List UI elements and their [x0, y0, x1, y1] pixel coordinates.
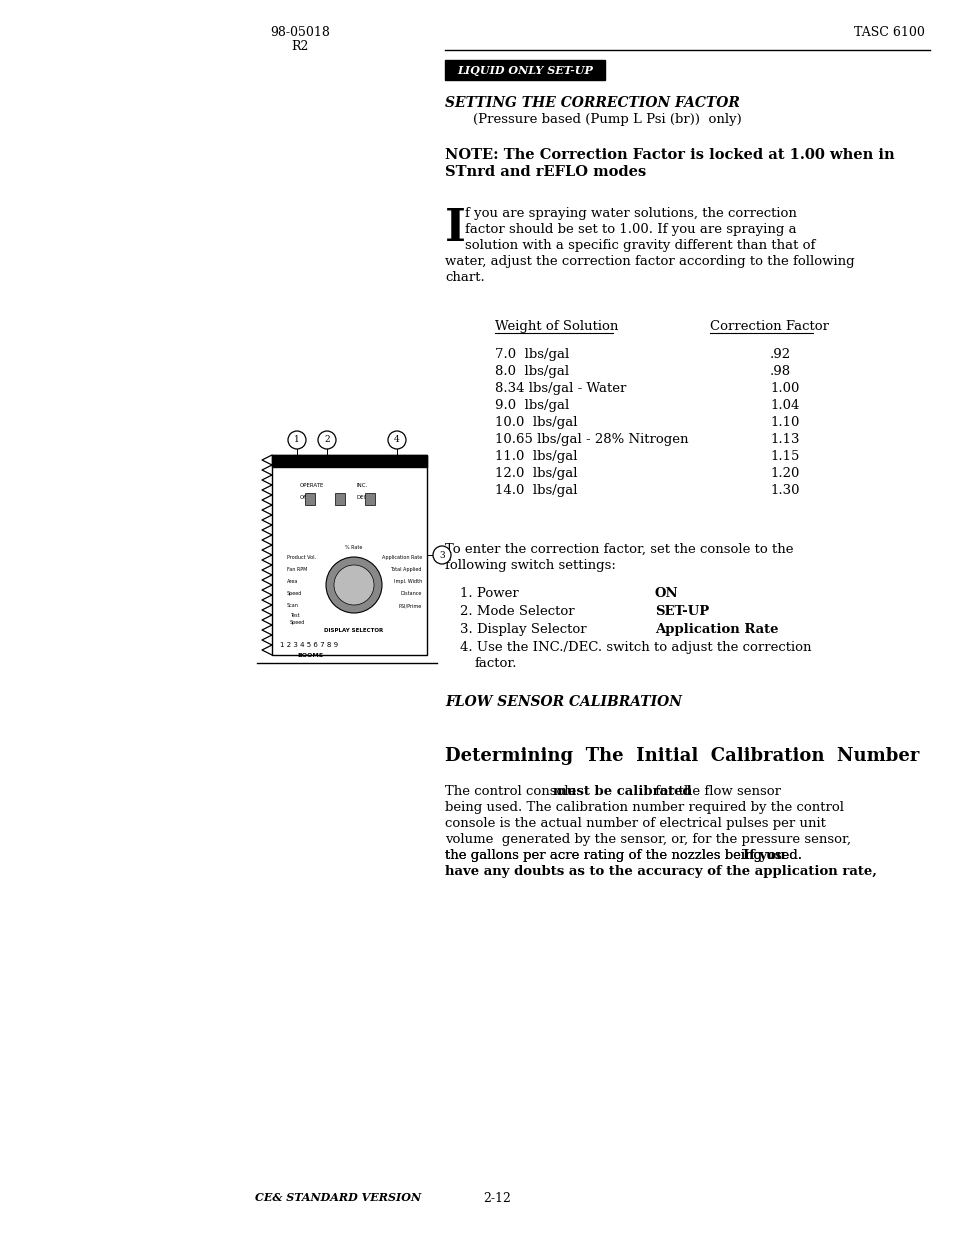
Text: 1: 1 — [294, 436, 299, 445]
Text: 2-12: 2-12 — [482, 1192, 511, 1205]
Text: To enter the correction factor, set the console to the: To enter the correction factor, set the … — [444, 543, 793, 556]
Text: OPERATE: OPERATE — [299, 483, 324, 488]
Text: 12.0  lbs/gal: 12.0 lbs/gal — [495, 467, 577, 480]
Text: for the flow sensor: for the flow sensor — [650, 785, 780, 798]
Text: have any doubts as to the accuracy of the application rate,: have any doubts as to the accuracy of th… — [444, 864, 876, 878]
Text: FLOW SENSOR CALIBRATION: FLOW SENSOR CALIBRATION — [444, 695, 681, 709]
Text: Speed: Speed — [287, 592, 302, 597]
Text: BOOMS: BOOMS — [296, 653, 323, 658]
Text: 10.0  lbs/gal: 10.0 lbs/gal — [495, 416, 577, 429]
Text: DISPLAY SELECTOR: DISPLAY SELECTOR — [324, 629, 383, 634]
Text: volume  generated by the sensor, or, for the pressure sensor,: volume generated by the sensor, or, for … — [444, 832, 850, 846]
Text: Distance: Distance — [400, 592, 421, 597]
Text: 1.13: 1.13 — [769, 433, 799, 446]
Text: .92: .92 — [769, 348, 790, 361]
Text: 11.0  lbs/gal: 11.0 lbs/gal — [495, 450, 577, 463]
Text: 2: 2 — [324, 436, 330, 445]
Circle shape — [288, 431, 306, 450]
Text: 1.10: 1.10 — [769, 416, 799, 429]
Bar — [305, 493, 314, 505]
Text: 14.0  lbs/gal: 14.0 lbs/gal — [495, 484, 577, 496]
Circle shape — [388, 431, 406, 450]
Text: Application Rate: Application Rate — [381, 555, 421, 559]
Text: 10.65 lbs/gal - 28% Nitrogen: 10.65 lbs/gal - 28% Nitrogen — [495, 433, 688, 446]
Text: SET-UP: SET-UP — [655, 605, 708, 618]
Text: 9.0  lbs/gal: 9.0 lbs/gal — [495, 399, 569, 412]
Text: 7.0  lbs/gal: 7.0 lbs/gal — [495, 348, 569, 361]
Text: 8.0  lbs/gal: 8.0 lbs/gal — [495, 366, 569, 378]
Text: 3: 3 — [438, 551, 444, 559]
Text: 1.00: 1.00 — [769, 382, 799, 395]
Text: NOTE: The Correction Factor is locked at 1.00 when in: NOTE: The Correction Factor is locked at… — [444, 148, 894, 162]
Text: the gallons per acre rating of the nozzles being used.: the gallons per acre rating of the nozzl… — [444, 848, 805, 862]
Bar — [365, 493, 375, 505]
Text: f you are spraying water solutions, the correction: f you are spraying water solutions, the … — [464, 207, 796, 220]
Text: R2: R2 — [291, 41, 309, 53]
Text: 98-05018: 98-05018 — [270, 26, 330, 38]
Bar — [272, 454, 427, 655]
Text: Area: Area — [287, 579, 298, 584]
Text: 1 2 3 4 5 6 7 8 9: 1 2 3 4 5 6 7 8 9 — [280, 642, 337, 648]
Text: being used. The calibration number required by the control: being used. The calibration number requi… — [444, 802, 843, 814]
Text: Correction Factor: Correction Factor — [709, 320, 828, 333]
Text: the gallons per acre rating of the nozzles being used.: the gallons per acre rating of the nozzl… — [444, 848, 805, 862]
Text: PSI/Prime: PSI/Prime — [398, 603, 421, 608]
Text: Weight of Solution: Weight of Solution — [495, 320, 618, 333]
Text: solution with a specific gravity different than that of: solution with a specific gravity differe… — [464, 240, 815, 252]
Text: following switch settings:: following switch settings: — [444, 559, 616, 572]
Text: If you: If you — [742, 848, 784, 862]
Text: 4: 4 — [394, 436, 399, 445]
Text: 4. Use the INC./DEC. switch to adjust the correction: 4. Use the INC./DEC. switch to adjust th… — [459, 641, 811, 655]
Circle shape — [334, 564, 374, 605]
Text: must be calibrated: must be calibrated — [553, 785, 691, 798]
Circle shape — [433, 546, 451, 564]
Text: 1. Power: 1. Power — [459, 587, 518, 600]
Text: LIQUID ONLY SET-UP: LIQUID ONLY SET-UP — [456, 64, 593, 75]
Text: DEC.: DEC. — [356, 495, 370, 500]
Text: Total Applied: Total Applied — [390, 567, 421, 572]
Text: Fan RPM: Fan RPM — [287, 567, 307, 572]
Circle shape — [326, 557, 381, 613]
Bar — [444, 61, 604, 80]
Text: STnrd and rEFLO modes: STnrd and rEFLO modes — [444, 165, 645, 179]
Text: Product Vol.: Product Vol. — [287, 555, 315, 559]
Text: factor.: factor. — [475, 657, 517, 671]
Text: Application Rate: Application Rate — [655, 622, 778, 636]
Bar — [272, 454, 427, 467]
Text: 1.15: 1.15 — [769, 450, 799, 463]
Text: console is the actual number of electrical pulses per unit: console is the actual number of electric… — [444, 818, 825, 830]
Text: chart.: chart. — [444, 270, 484, 284]
Text: Speed: Speed — [290, 620, 305, 625]
Text: 1.04: 1.04 — [769, 399, 799, 412]
Text: Test: Test — [290, 613, 299, 618]
Text: The control console: The control console — [444, 785, 580, 798]
Circle shape — [317, 431, 335, 450]
Text: 1.30: 1.30 — [769, 484, 799, 496]
Text: water, adjust the correction factor according to the following: water, adjust the correction factor acco… — [444, 254, 854, 268]
Text: (Pressure based (Pump L Psi (br))  only): (Pressure based (Pump L Psi (br)) only) — [473, 114, 741, 126]
Text: Scan: Scan — [287, 603, 298, 608]
Text: factor should be set to 1.00. If you are spraying a: factor should be set to 1.00. If you are… — [464, 224, 796, 236]
Text: Impl. Width: Impl. Width — [394, 579, 421, 584]
Text: ON: ON — [655, 587, 678, 600]
Text: 2. Mode Selector: 2. Mode Selector — [459, 605, 574, 618]
Text: % Rate: % Rate — [345, 545, 362, 550]
Text: INC.: INC. — [356, 483, 368, 488]
Text: CE& STANDARD VERSION: CE& STANDARD VERSION — [254, 1192, 420, 1203]
Text: 3. Display Selector: 3. Display Selector — [459, 622, 586, 636]
Text: SETTING THE CORRECTION FACTOR: SETTING THE CORRECTION FACTOR — [444, 96, 740, 110]
Text: I: I — [444, 207, 465, 249]
Text: 1.20: 1.20 — [769, 467, 799, 480]
Text: .98: .98 — [769, 366, 790, 378]
Bar — [335, 493, 345, 505]
Text: Determining  The  Initial  Calibration  Number: Determining The Initial Calibration Numb… — [444, 747, 919, 764]
Text: 8.34 lbs/gal - Water: 8.34 lbs/gal - Water — [495, 382, 626, 395]
Text: TASC 6100: TASC 6100 — [853, 26, 924, 38]
Text: OFF: OFF — [299, 495, 310, 500]
